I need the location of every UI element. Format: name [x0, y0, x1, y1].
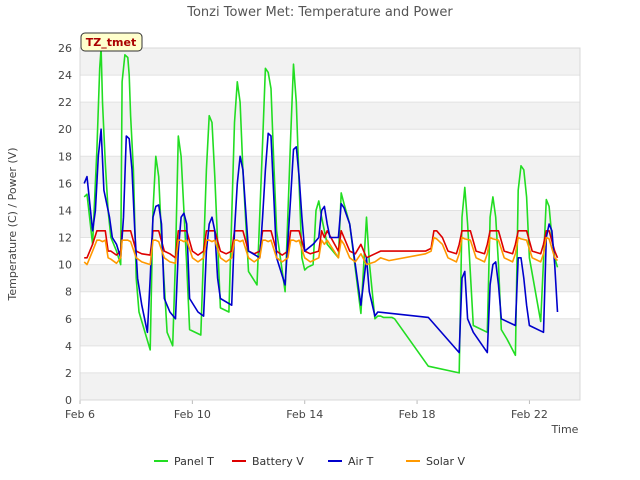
legend-label: Panel T: [174, 455, 214, 468]
legend-item: Solar V: [406, 455, 466, 468]
x-tick-label: Feb 14: [286, 408, 323, 421]
grid-band: [80, 318, 580, 346]
site-tag-box: [80, 32, 143, 52]
y-tick-label: 4: [65, 340, 72, 353]
y-tick-label: 10: [58, 259, 72, 272]
y-tick-label: 16: [58, 177, 72, 190]
series-line-battery-v: [84, 230, 559, 259]
y-axis-title: Temperature (C) / Power (V): [6, 147, 19, 301]
series-line-solar-v: [83, 236, 559, 266]
y-tick-label: 20: [58, 123, 72, 136]
grid-band: [80, 372, 580, 400]
site-tag-label: TZ_tmet: [86, 36, 136, 49]
y-tick-label: 26: [58, 42, 72, 55]
y-tick-label: 24: [58, 69, 72, 82]
legend: Panel T Battery V Air T Solar V: [154, 455, 466, 468]
y-tick-label: 6: [65, 313, 72, 326]
y-tick-label: 18: [58, 150, 72, 163]
legend-item: Battery V: [232, 455, 304, 468]
grid-band: [80, 156, 580, 184]
legend-label: Air T: [348, 455, 374, 468]
x-axis-title: Time: [551, 423, 579, 436]
y-tick-label: 2: [65, 367, 72, 380]
y-tick-label: 8: [65, 286, 72, 299]
legend-label: Battery V: [252, 455, 304, 468]
y-tick-label: 14: [58, 204, 72, 217]
x-tick-label: Feb 22: [511, 408, 548, 421]
x-tick-label: Feb 10: [174, 408, 211, 421]
grid-band: [80, 264, 580, 292]
y-tick-label: 22: [58, 96, 72, 109]
x-tick-label: Feb 18: [399, 408, 436, 421]
legend-item: Air T: [328, 455, 374, 468]
legend-item: Panel T: [154, 455, 214, 468]
grid-band: [80, 102, 580, 130]
series-lines: [83, 47, 559, 374]
x-axis-ticks: Feb 6 Feb 10 Feb 14 Feb 18 Feb 22: [65, 400, 548, 421]
x-tick-label: Feb 6: [65, 408, 95, 421]
series-line-air-t: [83, 128, 559, 354]
site-tag: TZ_tmet: [80, 32, 143, 52]
plot-background-bands: [80, 48, 580, 400]
grid-band: [80, 210, 580, 238]
legend-label: Solar V: [426, 455, 466, 468]
plot-area-frame: [79, 47, 581, 401]
y-tick-label: 12: [58, 232, 72, 245]
grid-band: [80, 48, 580, 76]
chart-title: Tonzi Tower Met: Temperature and Power: [186, 5, 453, 20]
y-tick-label: 0: [65, 394, 72, 407]
